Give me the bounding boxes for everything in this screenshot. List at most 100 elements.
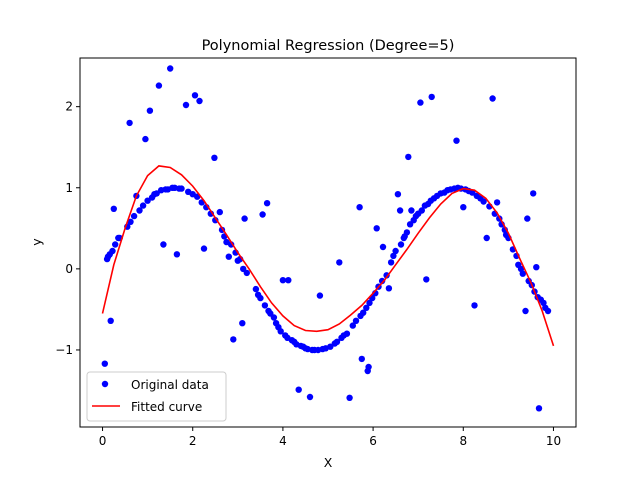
- y-axis: −1 0 1 2: [55, 100, 80, 357]
- data-point: [471, 302, 478, 309]
- plot-frame: [79, 57, 577, 428]
- data-point: [227, 241, 235, 248]
- data-point: [259, 211, 266, 218]
- data-point: [136, 207, 143, 214]
- data-point: [285, 277, 292, 284]
- y-tick-label: −1: [55, 343, 73, 357]
- data-point: [405, 153, 412, 161]
- fitted-curve-line: [101, 165, 555, 347]
- data-point: [373, 225, 380, 232]
- data-point: [524, 215, 531, 222]
- data-point: [127, 218, 134, 225]
- x-axis: 0 2 4 6 8 10: [99, 427, 561, 448]
- data-point: [349, 322, 356, 329]
- data-point: [387, 259, 395, 266]
- data-point: [196, 97, 203, 105]
- data-point: [252, 285, 260, 293]
- data-point: [263, 200, 271, 207]
- x-tick-label: 0: [99, 434, 107, 448]
- data-point: [155, 82, 163, 89]
- data-point: [423, 276, 430, 283]
- data-point: [390, 252, 397, 260]
- data-point: [358, 355, 365, 363]
- x-tick-label: 8: [459, 434, 467, 448]
- data-point: [333, 338, 341, 345]
- data-point: [167, 65, 174, 72]
- data-point: [403, 229, 411, 236]
- legend-marker-original-data: [101, 380, 109, 388]
- y-tick-label: 1: [65, 181, 73, 195]
- data-point: [279, 277, 287, 284]
- x-tick-label: 2: [189, 434, 197, 448]
- data-point: [522, 307, 529, 315]
- data-point: [360, 309, 367, 316]
- data-point: [107, 317, 114, 324]
- plot-area: [101, 65, 555, 412]
- legend-box: [86, 371, 227, 422]
- data-point: [493, 199, 501, 206]
- data-point: [277, 328, 284, 335]
- data-point: [225, 253, 232, 260]
- data-point: [365, 363, 372, 371]
- data-point: [483, 234, 490, 242]
- x-tick-label: 4: [279, 434, 287, 448]
- data-point: [544, 307, 552, 315]
- data-point: [126, 119, 133, 127]
- data-point: [489, 95, 496, 102]
- data-point: [191, 92, 199, 99]
- data-point: [385, 285, 393, 292]
- data-point: [530, 190, 537, 197]
- chart-title: Polynomial Regression (Degree=5): [202, 38, 455, 54]
- data-point: [535, 405, 543, 412]
- data-point: [230, 336, 237, 343]
- data-point: [306, 393, 314, 401]
- data-point: [144, 197, 151, 204]
- data-point: [392, 247, 399, 255]
- data-point: [241, 215, 248, 222]
- data-point: [173, 251, 181, 258]
- data-point: [200, 245, 208, 252]
- data-point: [146, 107, 154, 114]
- data-point: [356, 204, 363, 211]
- y-tick-label: 2: [65, 100, 73, 114]
- data-point: [211, 154, 218, 161]
- data-point: [469, 189, 476, 196]
- data-point: [363, 304, 370, 311]
- y-axis-label: y: [29, 238, 44, 246]
- data-point: [519, 270, 526, 277]
- data-point: [212, 217, 219, 224]
- legend: Original data Fitted curve: [86, 371, 227, 422]
- data-point: [366, 299, 373, 307]
- data-point: [418, 207, 425, 214]
- data-point: [406, 221, 414, 228]
- data-point: [160, 241, 167, 248]
- data-point: [101, 360, 109, 367]
- data-point: [130, 212, 138, 220]
- data-point: [394, 191, 402, 198]
- data-point: [379, 243, 387, 251]
- data-point: [327, 343, 334, 350]
- data-point: [182, 101, 190, 109]
- data-point: [153, 190, 160, 197]
- data-point: [139, 202, 147, 209]
- data-point: [346, 394, 353, 401]
- data-point: [295, 386, 302, 393]
- data-point: [417, 99, 424, 106]
- x-tick-label: 6: [369, 434, 377, 448]
- data-point: [396, 207, 404, 214]
- data-point: [517, 265, 525, 273]
- data-point: [378, 277, 386, 285]
- data-point: [239, 320, 246, 327]
- data-point: [397, 241, 405, 248]
- legend-label-original-data: Original data: [131, 378, 209, 392]
- data-point: [540, 299, 547, 307]
- data-point: [336, 259, 343, 266]
- data-point: [112, 241, 119, 248]
- data-point: [480, 198, 487, 205]
- x-axis-label: X: [324, 455, 333, 470]
- data-point: [352, 317, 360, 324]
- data-point: [533, 264, 540, 271]
- data-point: [270, 314, 278, 321]
- data-point: [110, 205, 118, 212]
